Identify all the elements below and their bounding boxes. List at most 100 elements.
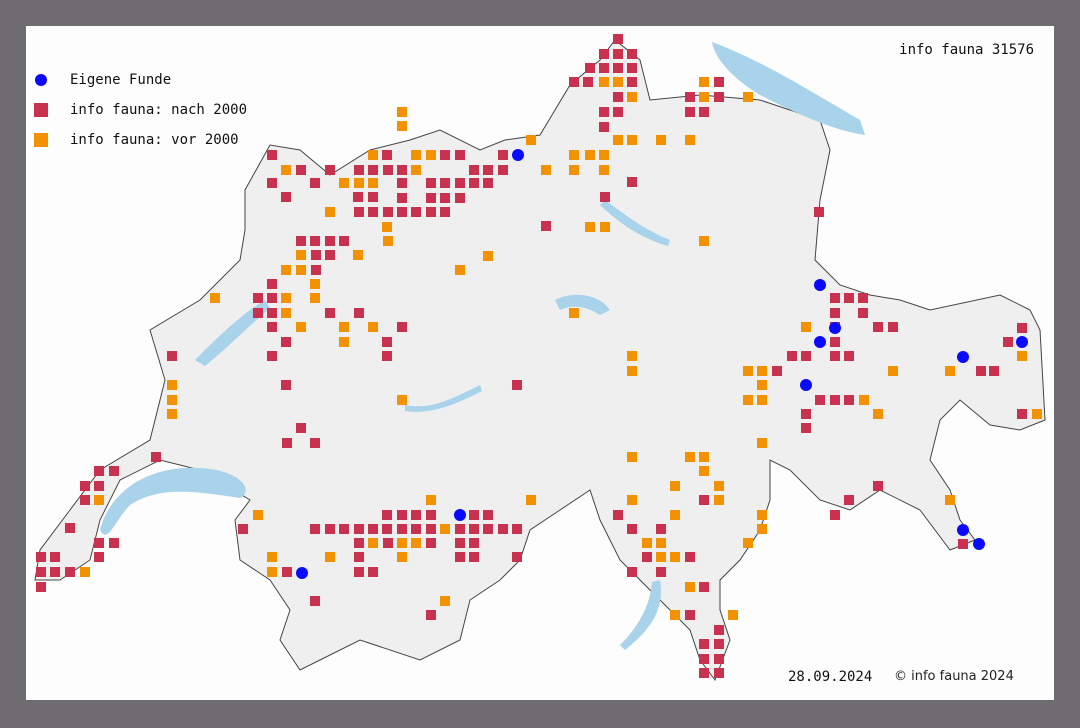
record-before-2000-marker [627, 92, 637, 102]
record-after-2000-marker [512, 380, 522, 390]
record-before-2000-marker [599, 165, 609, 175]
record-before-2000-marker [945, 495, 955, 505]
record-after-2000-marker [238, 524, 248, 534]
record-before-2000-marker [656, 135, 666, 145]
record-after-2000-marker [714, 639, 724, 649]
record-after-2000-marker [354, 165, 364, 175]
own-find-marker [454, 509, 466, 521]
record-before-2000-marker [714, 495, 724, 505]
record-after-2000-marker [469, 165, 479, 175]
record-before-2000-marker [426, 150, 436, 160]
record-before-2000-marker [642, 538, 652, 548]
legend-label: info fauna: vor 2000 [70, 132, 239, 148]
record-after-2000-marker [613, 34, 623, 44]
record-after-2000-marker [714, 625, 724, 635]
record-after-2000-marker [36, 582, 46, 592]
record-before-2000-marker [757, 395, 767, 405]
record-after-2000-marker [541, 221, 551, 231]
record-after-2000-marker [354, 524, 364, 534]
record-after-2000-marker [311, 265, 321, 275]
record-after-2000-marker [844, 395, 854, 405]
record-after-2000-marker [599, 49, 609, 59]
record-before-2000-marker [397, 121, 407, 131]
record-after-2000-marker [627, 177, 637, 187]
record-before-2000-marker [397, 107, 407, 117]
record-after-2000-marker [714, 77, 724, 87]
record-after-2000-marker [267, 279, 277, 289]
record-after-2000-marker [483, 165, 493, 175]
own-find-marker [957, 524, 969, 536]
record-after-2000-marker [151, 452, 161, 462]
record-after-2000-marker [699, 107, 709, 117]
record-after-2000-marker [383, 165, 393, 175]
record-after-2000-marker [65, 523, 75, 533]
record-after-2000-marker [483, 524, 493, 534]
lakes [100, 42, 865, 650]
record-after-2000-marker [455, 178, 465, 188]
record-after-2000-marker [627, 567, 637, 577]
record-after-2000-marker [699, 668, 709, 678]
record-before-2000-marker [714, 481, 724, 491]
record-after-2000-marker [426, 538, 436, 548]
record-after-2000-marker [310, 438, 320, 448]
record-before-2000-marker [411, 538, 421, 548]
record-before-2000-marker [167, 380, 177, 390]
record-after-2000-marker [325, 524, 335, 534]
record-before-2000-marker [411, 150, 421, 160]
record-after-2000-marker [656, 524, 666, 534]
record-after-2000-marker [801, 409, 811, 419]
record-after-2000-marker [426, 178, 436, 188]
record-before-2000-marker [685, 135, 695, 145]
record-after-2000-marker [830, 293, 840, 303]
record-after-2000-marker [282, 567, 292, 577]
record-after-2000-marker [440, 150, 450, 160]
record-after-2000-marker [80, 495, 90, 505]
lake-thun-brienz [405, 385, 482, 412]
record-before-2000-marker [656, 552, 666, 562]
record-before-2000-marker [526, 135, 536, 145]
record-after-2000-marker [469, 178, 479, 188]
record-before-2000-marker [743, 538, 753, 548]
record-after-2000-marker [354, 552, 364, 562]
record-after-2000-marker [469, 510, 479, 520]
record-after-2000-marker [310, 236, 320, 246]
record-before-2000-marker [945, 366, 955, 376]
record-after-2000-marker [339, 236, 349, 246]
record-before-2000-marker [873, 409, 883, 419]
record-before-2000-marker [627, 495, 637, 505]
record-after-2000-marker [801, 423, 811, 433]
record-after-2000-marker [80, 481, 90, 491]
record-after-2000-marker [844, 293, 854, 303]
record-after-2000-marker [411, 510, 421, 520]
record-after-2000-marker [699, 654, 709, 664]
record-after-2000-marker [310, 524, 320, 534]
record-after-2000-marker [311, 250, 321, 260]
lake-zurich [600, 200, 670, 246]
record-before-2000-marker [670, 481, 680, 491]
record-after-2000-marker [397, 207, 407, 217]
record-after-2000-marker [714, 654, 724, 664]
record-before-2000-marker [585, 222, 595, 232]
record-before-2000-marker [296, 265, 306, 275]
record-after-2000-marker [253, 293, 263, 303]
record-after-2000-marker [801, 351, 811, 361]
record-after-2000-marker [685, 552, 695, 562]
own-find-marker [973, 538, 985, 550]
record-after-2000-marker [656, 567, 666, 577]
record-before-2000-marker [325, 207, 335, 217]
record-before-2000-marker [440, 596, 450, 606]
record-after-2000-marker [94, 552, 104, 562]
record-after-2000-marker [296, 236, 306, 246]
record-after-2000-marker [426, 510, 436, 520]
record-before-2000-marker [801, 322, 811, 332]
record-before-2000-marker [599, 77, 609, 87]
record-after-2000-marker [512, 524, 522, 534]
record-after-2000-marker [94, 481, 104, 491]
record-before-2000-marker [353, 250, 363, 260]
own-find-marker [957, 351, 969, 363]
record-before-2000-marker [383, 236, 393, 246]
record-before-2000-marker [757, 380, 767, 390]
record-before-2000-marker [354, 178, 364, 188]
record-after-2000-marker [109, 466, 119, 476]
record-after-2000-marker [282, 438, 292, 448]
